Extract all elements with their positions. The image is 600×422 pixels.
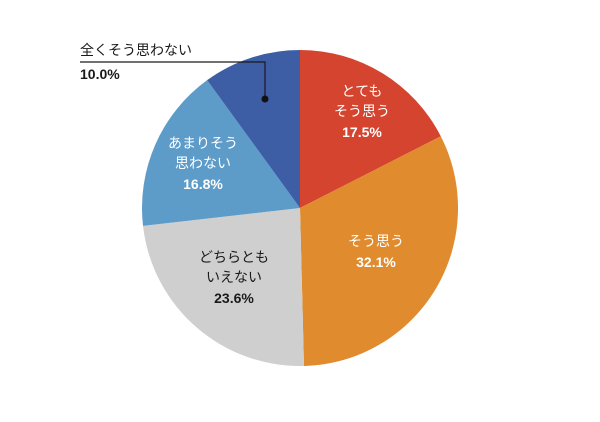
label-percent: 16.8% — [183, 176, 223, 192]
callout-dot — [261, 95, 269, 103]
label-text-line2: いえない — [206, 270, 262, 286]
label-dochira-tomo-ienai: どちらとも いえない 23.6% — [199, 248, 269, 308]
slice-sou-omou — [300, 136, 459, 366]
slice-dochira-tomo-ienai — [143, 208, 304, 366]
label-text-line1: どちらとも — [199, 250, 269, 266]
label-percent: 32.1% — [356, 254, 396, 270]
label-text-line1: あまりそう — [168, 136, 238, 152]
label-sou-omou: そう思う 32.1% — [348, 232, 404, 272]
callout-percent: 10.0% — [80, 66, 120, 82]
slice-amari-sou-omowanai — [142, 80, 300, 226]
label-text-line1: そう思う — [348, 234, 404, 250]
slice-mattaku-sou-omowanai — [207, 50, 300, 208]
label-amari-sou-omowanai: あまりそう 思わない 16.8% — [168, 134, 238, 194]
label-text-line2: そう思う — [334, 104, 390, 120]
label-percent: 23.6% — [214, 290, 254, 306]
label-text-line1: とても — [341, 84, 383, 100]
label-totemo-sou-omou: とても そう思う 17.5% — [334, 82, 390, 142]
label-percent: 17.5% — [342, 124, 382, 140]
callout-label: 全くそう思わない — [80, 43, 192, 59]
slice-totemo-sou-omou — [300, 50, 441, 208]
callout-leader-line — [80, 61, 266, 99]
label-text-line2: 思わない — [175, 156, 231, 172]
